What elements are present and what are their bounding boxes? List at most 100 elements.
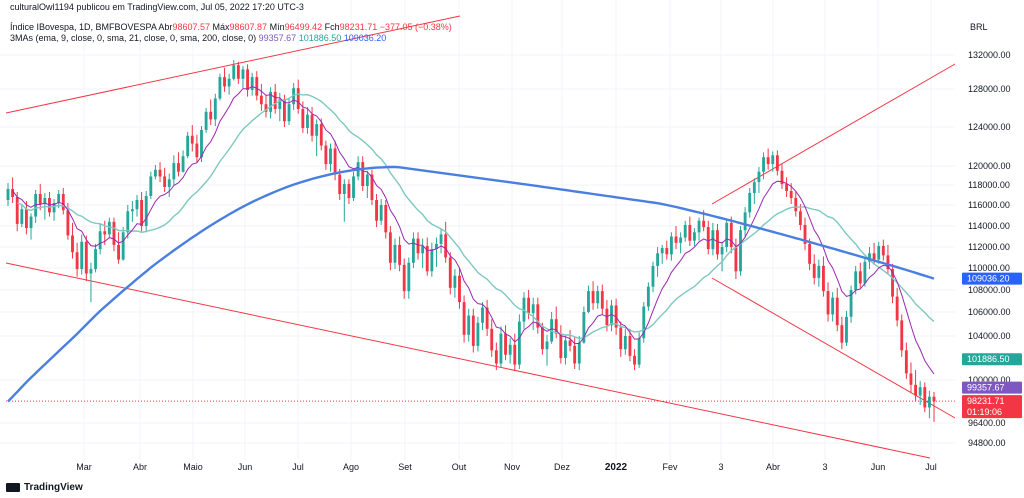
candle-body <box>697 220 701 233</box>
candle-body <box>204 111 208 130</box>
price-label: 109036.20 <box>967 274 1010 284</box>
candle-body <box>554 319 558 334</box>
candle-body <box>80 241 84 270</box>
price-label: 01:19:06 <box>967 407 1002 417</box>
candle-body <box>914 384 918 396</box>
candlestick-chart[interactable]: BRL 132000.00 128000.00 124000.00 120000.00 1… <box>0 0 1024 476</box>
change-value: −377.05 (−0.38%) <box>379 22 452 32</box>
candle-body <box>319 124 323 146</box>
price-axis[interactable]: BRL 132000.00 128000.00 124000.00 120000.00 1… <box>955 0 1024 476</box>
candle-body <box>531 304 535 314</box>
candle-body <box>435 243 438 250</box>
candle-body <box>227 78 231 87</box>
candle-body <box>453 275 457 288</box>
publish-info: culturalOwl1194 publicou em TradingView.… <box>10 2 304 12</box>
candle-body <box>347 184 351 198</box>
candle-body <box>909 373 913 385</box>
candle-body <box>734 247 738 272</box>
candle-body <box>660 248 664 254</box>
candle-body <box>485 307 489 329</box>
candle-body <box>900 320 904 351</box>
candle-body <box>679 237 683 243</box>
candle-body <box>98 231 102 250</box>
candle-body <box>71 235 74 253</box>
time-tick-label: 2022 <box>605 462 628 473</box>
price-tick-label: 110000.00 <box>968 263 1010 273</box>
candle-body <box>513 344 517 365</box>
price-tick-label: 124000.00 <box>968 122 1011 132</box>
candle-body <box>785 184 789 191</box>
time-axis[interactable]: Mar Abr Maio Jun Jul Ago Set Out Nov Dez 2022 Fev 3 A… <box>76 462 937 473</box>
close-label: Fch <box>324 22 340 32</box>
candle-body <box>218 77 222 99</box>
candle-body <box>181 156 185 172</box>
candle-body <box>656 253 660 266</box>
moving-averages <box>7 85 935 403</box>
candle-body <box>891 269 894 297</box>
candle-body <box>868 253 871 262</box>
candle-body <box>527 297 531 314</box>
candle-body <box>881 245 885 256</box>
time-tick-label: 3 <box>822 462 827 472</box>
candle-body <box>324 145 328 165</box>
candle-body <box>315 124 319 136</box>
candle-body <box>112 221 116 245</box>
price-tick-label: 96400.00 <box>968 418 1006 428</box>
candle-body <box>559 333 563 358</box>
candle-body <box>688 224 692 241</box>
candle-body <box>872 253 876 260</box>
price-tick-label: 128000.00 <box>968 84 1011 94</box>
time-tick-label: Dez <box>554 462 571 472</box>
candle-body <box>38 194 42 204</box>
candle-body <box>379 205 383 221</box>
candle-body <box>669 236 673 255</box>
open-label: Abr <box>158 22 173 32</box>
candle-body <box>103 231 107 235</box>
price-label: 99357.67 <box>967 383 1005 393</box>
candle-body <box>448 257 452 288</box>
candle-body <box>794 198 798 212</box>
candle-body <box>361 162 365 186</box>
candle-body <box>398 244 402 265</box>
candle-body <box>250 77 254 90</box>
candle-body <box>223 77 226 87</box>
ema9-line <box>12 85 935 375</box>
candle-body <box>259 95 263 105</box>
candle-body <box>190 135 194 144</box>
candle-body <box>817 265 821 278</box>
footer <box>0 476 1024 498</box>
candle-body <box>610 305 613 326</box>
candle-body <box>306 114 309 128</box>
candle-body <box>762 157 765 172</box>
candle-body <box>577 342 581 364</box>
time-tick-label: 3 <box>718 462 723 472</box>
sma21-line <box>16 93 935 340</box>
candle-body <box>771 155 775 165</box>
trendlines <box>5 15 963 459</box>
candle-body <box>89 269 93 274</box>
time-tick-label: Nov <box>504 462 521 472</box>
candle-body <box>75 252 79 270</box>
candle-body <box>775 155 779 171</box>
candle-body <box>651 265 655 287</box>
symbol-legend: Índice IBovespa, 1D, BMFBOVESPA Abr98607… <box>10 22 452 32</box>
price-tick-label: 100000.00 <box>968 375 1011 385</box>
candle-body <box>66 210 70 236</box>
candle-body <box>702 220 706 228</box>
candle-body <box>798 211 802 225</box>
tradingview-logo[interactable]: TradingView <box>6 482 83 493</box>
ma-legend: 3MAs (ema, 9, close, 0, sma, 21, close, … <box>10 33 386 43</box>
candle-body <box>822 265 825 292</box>
candle-body <box>384 205 388 233</box>
time-tick-label: Maio <box>183 462 203 472</box>
candle-body <box>149 176 153 196</box>
candle-body <box>540 327 544 350</box>
price-tick-label: 106000.00 <box>968 307 1011 317</box>
candle-body <box>107 221 111 235</box>
candle-body <box>84 241 88 274</box>
candle-body <box>923 387 927 408</box>
candle-body <box>135 200 139 210</box>
candle-body <box>130 209 134 212</box>
sma200-line <box>7 165 935 403</box>
price-tick-label: 94800.00 <box>968 438 1006 448</box>
